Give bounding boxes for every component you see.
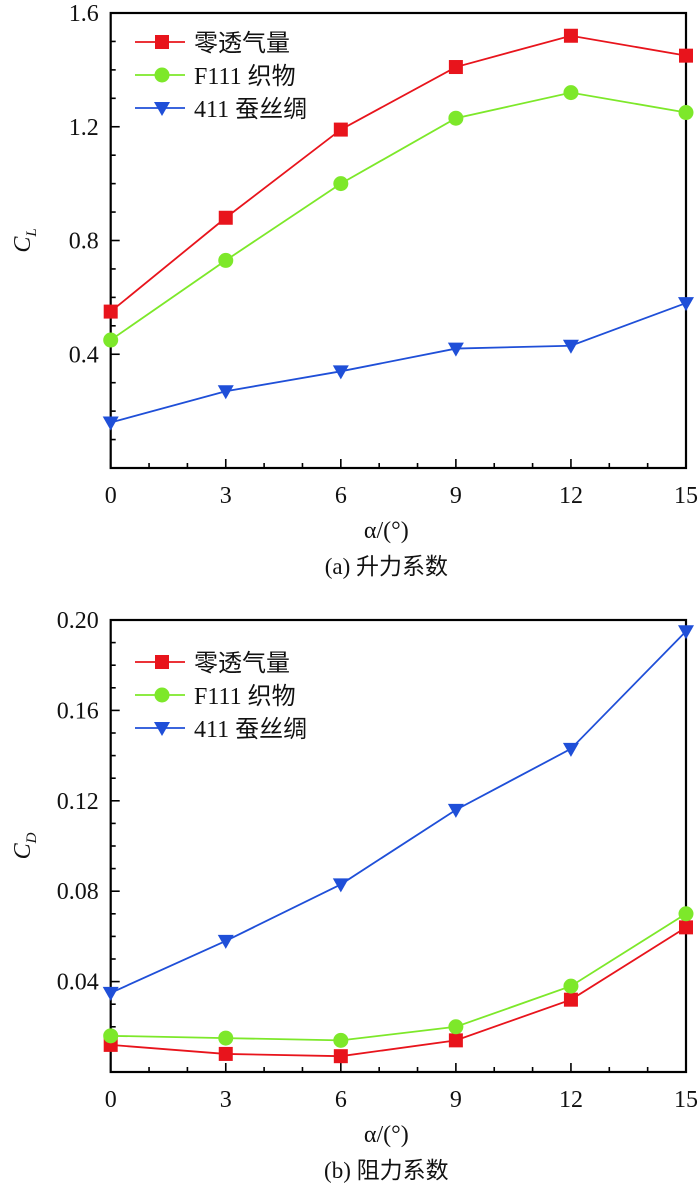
legend-label: 零透气量 [194, 650, 290, 677]
y-tick-label: 1.2 [69, 115, 99, 141]
y-tick-label: 0.20 [57, 608, 99, 634]
x-tick-label: 12 [559, 483, 583, 509]
y-tick-label: 0.04 [57, 970, 99, 996]
y-axis-label-sub: D [24, 832, 40, 844]
x-tick-label: 15 [674, 483, 698, 509]
data-point [678, 625, 694, 640]
x-tick-label: 12 [559, 1087, 583, 1113]
legend-marker [155, 35, 169, 49]
legend-label: 零透气量 [194, 30, 290, 57]
legend: 零透气量 F111 织物 411 蚕丝绸 [135, 30, 307, 123]
series-1 [103, 85, 694, 348]
series-0 [103, 920, 693, 1064]
legend-marker [154, 102, 170, 116]
legend-marker [154, 687, 170, 703]
data-point [103, 304, 118, 319]
series-2 [102, 625, 694, 1001]
series-line [110, 91, 687, 341]
y-tick-label: 1.6 [69, 1, 99, 27]
legend-marker [154, 722, 170, 736]
x-tick-label: 6 [335, 1087, 347, 1113]
data-point [448, 60, 463, 75]
legend-marker [154, 67, 170, 83]
data-point [563, 85, 579, 101]
x-tick-label: 3 [220, 483, 232, 509]
legend-label: 411 蚕丝绸 [194, 716, 307, 743]
data-point [679, 48, 693, 63]
data-point [562, 742, 579, 757]
data-point [678, 105, 694, 121]
data-point [447, 803, 464, 818]
legend-label: F111 织物 [194, 63, 296, 90]
chart-caption: (b) 阻力系数 [324, 1158, 449, 1183]
y-tick-label: 0.8 [69, 229, 99, 255]
series-2 [102, 297, 694, 431]
x-tick-label: 0 [105, 483, 117, 509]
data-point [218, 1046, 233, 1061]
data-point [563, 992, 578, 1007]
data-point [103, 1028, 119, 1044]
y-axis-label-main: C [10, 842, 36, 859]
x-tick-label: 15 [674, 1087, 698, 1113]
x-tick-label: 9 [450, 483, 462, 509]
data-point [333, 176, 349, 192]
y-axis-label-main: C [10, 236, 36, 253]
data-point [448, 110, 464, 126]
data-point [448, 1019, 464, 1035]
x-tick-label: 0 [105, 1087, 117, 1113]
x-axis-label: α/(°) [364, 1122, 409, 1148]
y-tick-label: 0.4 [69, 342, 99, 368]
data-point [218, 1030, 234, 1046]
series-line [110, 630, 687, 994]
legend: 零透气量 F111 织物 411 蚕丝绸 [135, 650, 307, 743]
data-point [102, 986, 119, 1001]
data-point [448, 1033, 463, 1048]
data-point [678, 297, 694, 312]
data-point [218, 210, 233, 225]
data-point [679, 920, 693, 935]
legend-label: 411 蚕丝绸 [194, 96, 307, 123]
data-point [217, 385, 234, 400]
data-point [678, 906, 694, 922]
data-point [563, 28, 578, 43]
legend-label: F111 织物 [194, 683, 296, 710]
x-axis-label: α/(°) [364, 518, 409, 544]
data-point [333, 122, 348, 137]
x-tick-label: 3 [220, 1087, 232, 1113]
data-point [562, 339, 579, 354]
y-axis-label-sub: L [24, 228, 40, 237]
data-point [333, 1049, 348, 1064]
data-point [447, 342, 464, 357]
y-axis-label: CD [10, 832, 40, 859]
data-point [217, 934, 234, 949]
chart-panel-a: 0 3 6 9 12 15 0.4 0.8 1.2 1.6 α/(°) CL (a) 升力系数 零透气量 F… [10, 1, 698, 579]
legend-marker [155, 655, 169, 669]
series-line [110, 913, 687, 1042]
series-line [110, 302, 687, 424]
y-tick-label: 0.12 [57, 789, 99, 815]
data-point [332, 365, 349, 380]
chart-caption: (a) 升力系数 [325, 554, 448, 579]
data-point [333, 1032, 349, 1048]
y-tick-label: 0.08 [57, 879, 99, 905]
x-tick-label: 9 [450, 1087, 462, 1113]
data-point [332, 878, 349, 893]
series-line [110, 926, 687, 1058]
data-point [218, 252, 234, 268]
y-tick-label: 0.16 [57, 698, 99, 724]
data-point [102, 416, 119, 431]
y-axis-label: CL [10, 228, 40, 252]
series-0 [103, 28, 693, 319]
chart-panel-b: 0 3 6 9 12 15 0.04 0.08 0.12 0.16 0.20 α/(°) CD (b) 阻… [10, 608, 698, 1183]
data-point [103, 332, 119, 348]
x-tick-label: 6 [335, 483, 347, 509]
series-1 [103, 906, 694, 1048]
series-line [110, 34, 687, 313]
data-point [563, 978, 579, 994]
